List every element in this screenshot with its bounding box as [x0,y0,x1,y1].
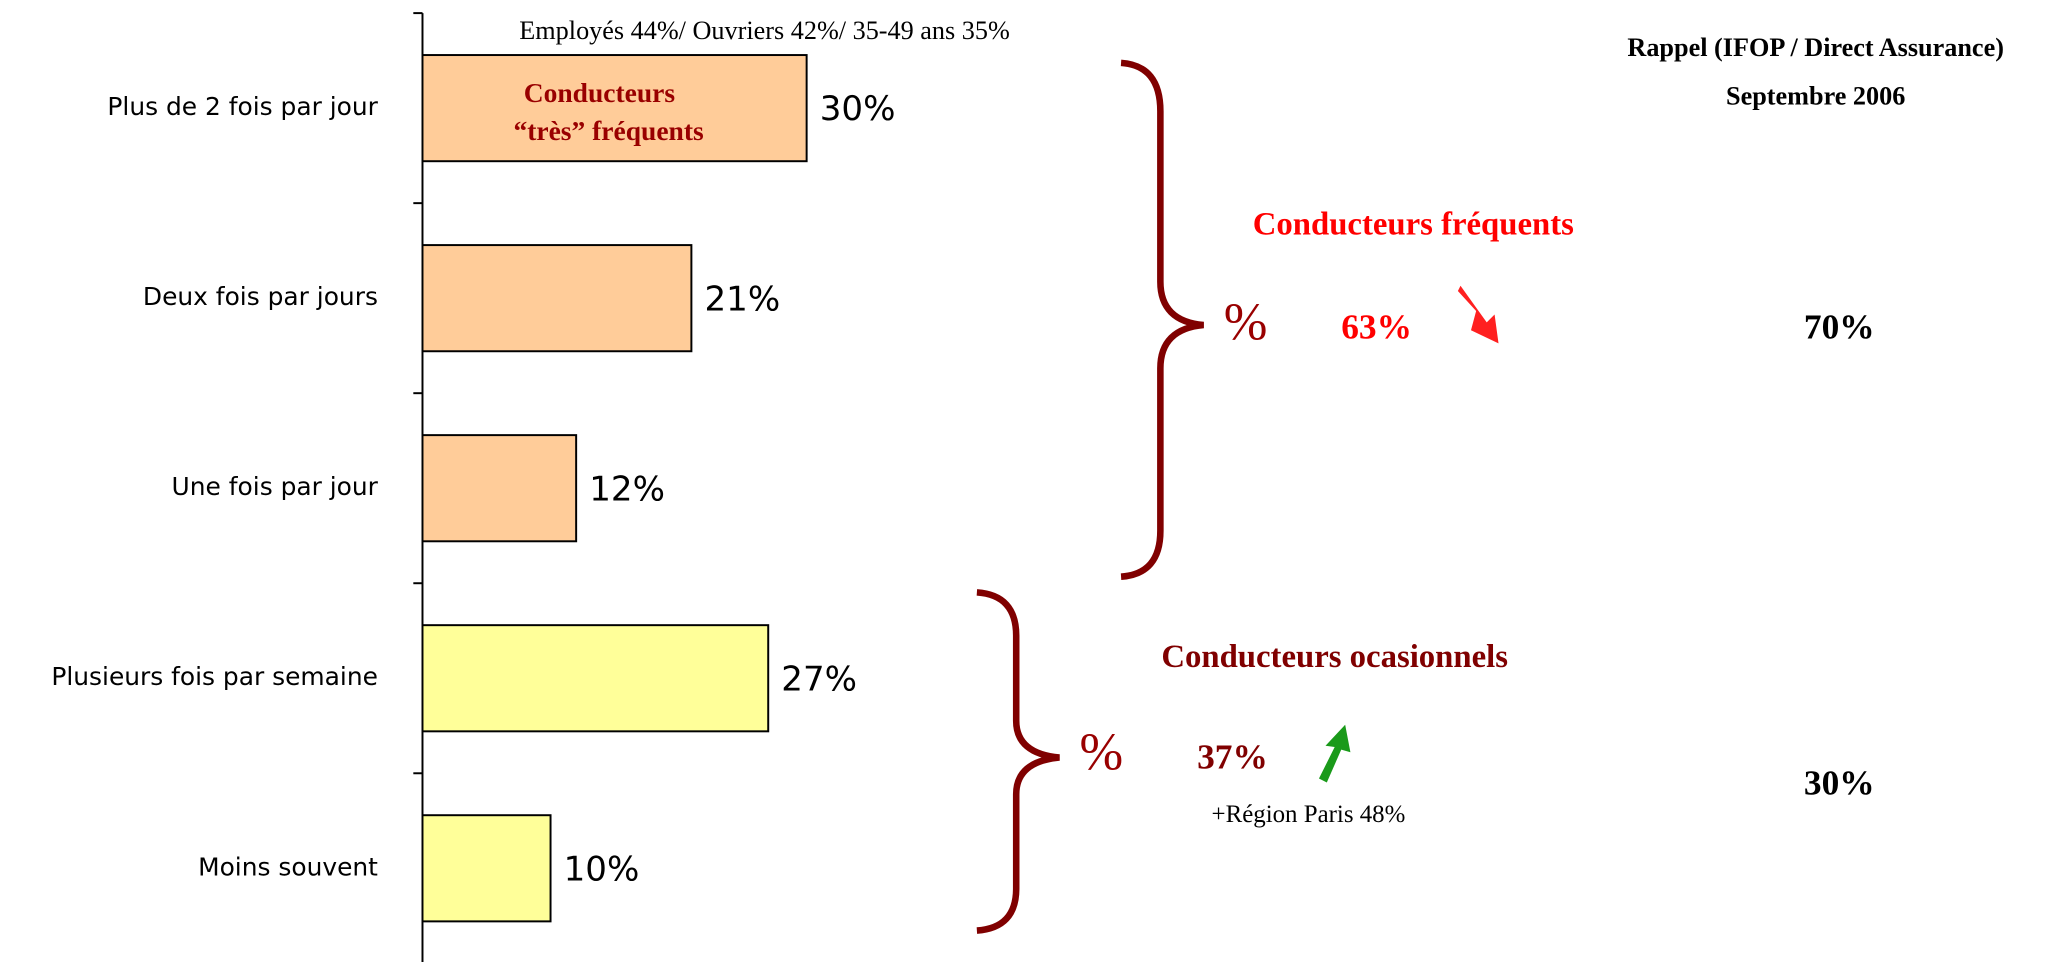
category-label: Moins souvent [198,852,378,881]
category-label: Plus de 2 fois par jour [107,92,378,121]
inner-label: Conducteurs [524,77,676,108]
bar [421,54,808,163]
reminder-value: 30% [1804,763,1875,803]
value-label: 12% [589,469,665,509]
up-arrow [1318,724,1351,783]
category-label: Deux fois par jours [143,282,378,311]
category-label: Une fois par jour [172,472,379,501]
value-label: 30% [820,89,896,129]
inner-label: “très” fréquents [513,115,704,146]
value-label: 10% [564,849,640,889]
group-value: 63% [1341,306,1412,346]
group-title: Conducteurs fréquents [1253,206,1574,242]
bar [421,624,770,733]
down-arrow [1457,285,1499,344]
bar [421,244,693,353]
group-symbol: % [1224,294,1268,352]
bar [421,814,552,923]
brace [1120,59,1205,580]
value-label: 27% [781,659,857,699]
reminder-title: Septembre 2006 [1726,81,1905,110]
reminder-value: 70% [1804,306,1875,346]
bar [421,434,578,543]
reminder-title: Rappel (IFOP / Direct Assurance) [1627,33,2004,62]
group-symbol: % [1080,724,1124,782]
brace [976,589,1060,934]
group-title: Conducteurs ocasionnels [1161,639,1508,675]
group-value: 37% [1197,736,1268,776]
value-label: 21% [704,279,780,319]
category-label: Plusieurs fois par semaine [51,662,378,691]
top-note: Employés 44%/ Ouvriers 42%/ 35-49 ans 35… [519,16,1010,45]
group-note: +Région Paris 48% [1212,801,1406,828]
